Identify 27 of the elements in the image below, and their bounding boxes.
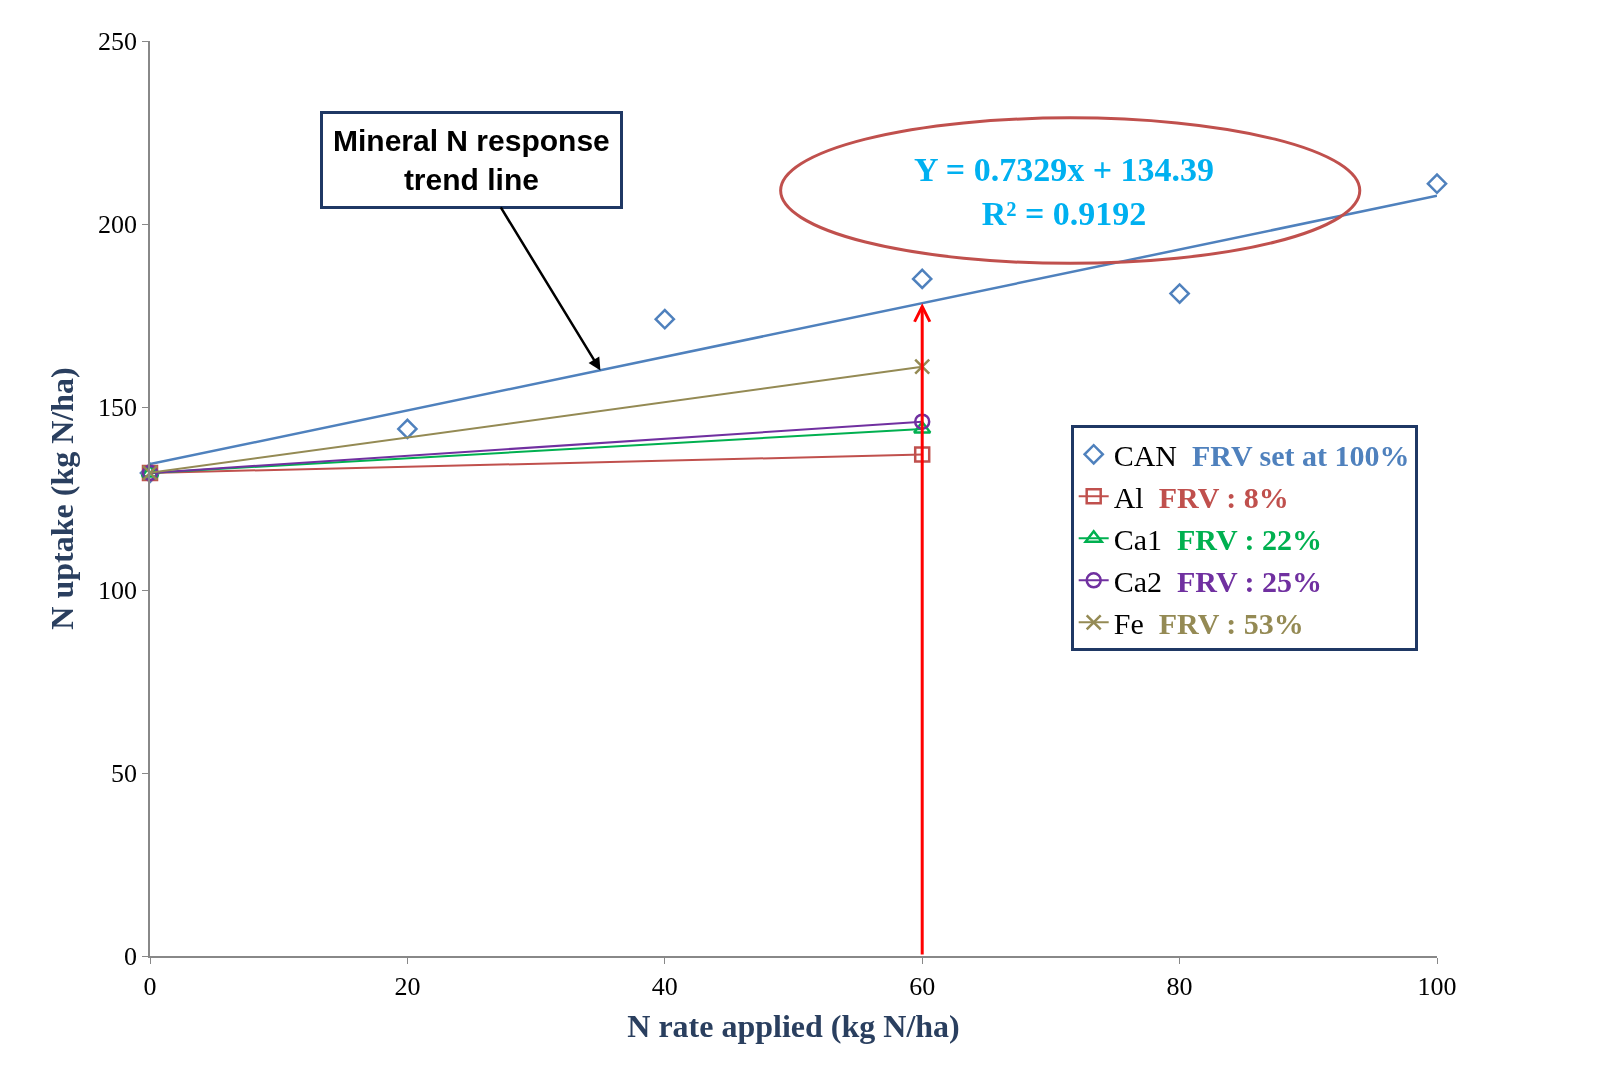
x-tick-label: 20 <box>394 971 421 1001</box>
x-tick-label: 100 <box>1417 971 1457 1001</box>
annotation: FRV : 8% <box>1158 481 1289 514</box>
legend-label: Al <box>1113 481 1144 514</box>
x-tick-label: 0 <box>143 971 157 1001</box>
annotation: FRV set at 100% <box>1192 439 1410 472</box>
y-tick-label: 150 <box>98 393 138 423</box>
y-tick-label: 50 <box>111 759 138 789</box>
legend-label: Fe <box>1113 607 1144 640</box>
x-axis-title: N rate applied (kg N/ha) <box>627 1008 960 1045</box>
x-tick-label: 60 <box>909 971 936 1001</box>
annotation: FRV : 22% <box>1177 523 1323 556</box>
legend-label: Ca1 <box>1113 523 1163 556</box>
y-tick-label: 250 <box>98 27 138 57</box>
y-tick-label: 100 <box>98 576 138 606</box>
annotation: R² = 0.9192 <box>981 195 1147 233</box>
legend-label: Ca2 <box>1113 565 1163 598</box>
legend-label: CAN <box>1113 439 1178 472</box>
x-tick-label: 80 <box>1166 971 1193 1001</box>
annotation: FRV : 25% <box>1177 565 1323 598</box>
annotation: Mineral N response trend line <box>333 124 610 196</box>
annotation: FRV : 53% <box>1158 607 1304 640</box>
annotation: Y = 0.7329x + 134.39 <box>914 151 1215 188</box>
x-tick-label: 40 <box>651 971 678 1001</box>
y-tick-label: 200 <box>98 210 138 240</box>
y-axis-title: N uptake (kg N/ha) <box>43 367 80 630</box>
y-tick-label: 0 <box>124 942 138 972</box>
